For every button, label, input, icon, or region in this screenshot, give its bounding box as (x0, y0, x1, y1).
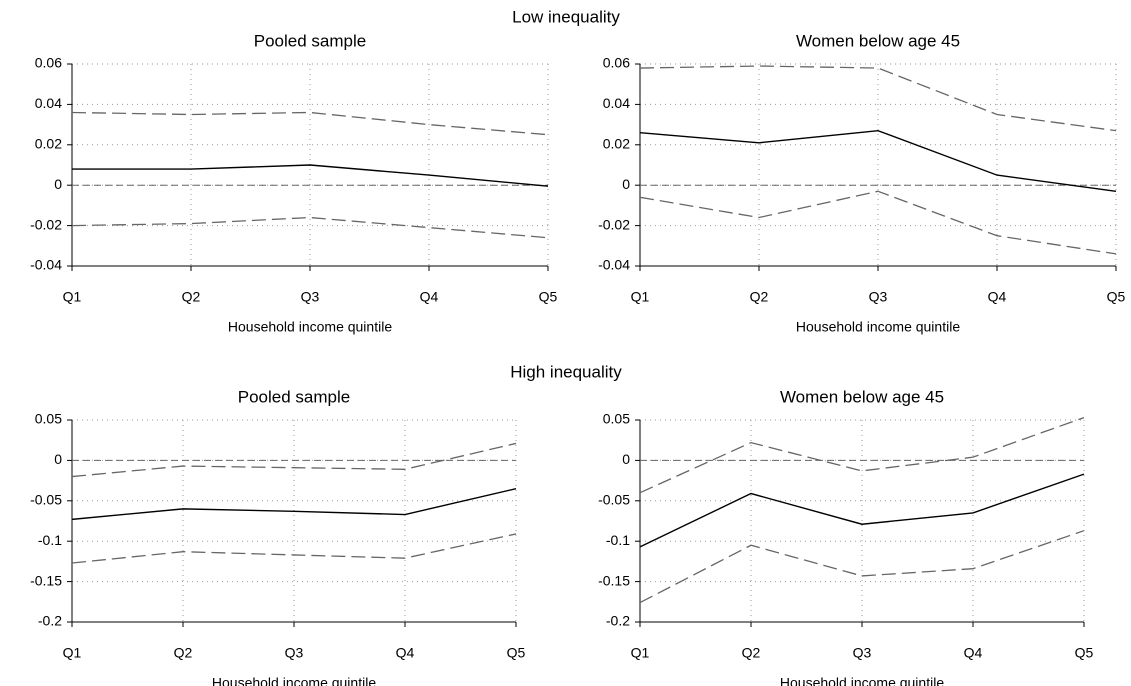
y-tick-label: 0.05 (35, 411, 62, 427)
panel-title: Pooled sample (254, 31, 366, 50)
estimate-line (71, 487, 517, 521)
y-tick-label: 0 (54, 176, 62, 192)
y-tick-label: 0.02 (35, 136, 62, 152)
estimate-line (72, 164, 549, 187)
y-tick-label: -0.1 (606, 532, 630, 548)
y-tick-label: -0.2 (606, 613, 630, 629)
x-axis-label: Household income quintile (780, 675, 944, 686)
y-tick-label: -0.02 (30, 216, 62, 232)
y-tick-label: -0.05 (30, 492, 62, 508)
y-tick-label: -0.15 (30, 572, 62, 588)
x-tick-label: Q1 (63, 645, 82, 661)
y-tick-label: 0.04 (35, 95, 62, 111)
estimate-line (639, 129, 1117, 192)
x-tick-label: Q5 (507, 645, 526, 661)
y-tick-label: 0.06 (35, 55, 62, 71)
panel-title: Women below age 45 (780, 387, 944, 406)
section-title: Low inequality (512, 7, 620, 26)
y-tick-label: -0.04 (30, 257, 62, 273)
x-tick-label: Q1 (63, 289, 82, 305)
confidence-line (71, 533, 517, 564)
x-tick-label: Q5 (1107, 289, 1126, 305)
x-tick-label: Q3 (853, 645, 872, 661)
confidence-line (639, 416, 1085, 494)
y-tick-label: -0.15 (598, 572, 630, 588)
y-tick-label: -0.05 (598, 492, 630, 508)
x-tick-label: Q2 (174, 645, 193, 661)
x-axis-label: Household income quintile (212, 675, 376, 686)
x-tick-label: Q1 (631, 289, 650, 305)
panel-title: Pooled sample (238, 387, 350, 406)
y-tick-label: 0 (54, 451, 62, 467)
x-tick-label: Q4 (988, 289, 1007, 305)
y-tick-label: -0.02 (598, 216, 630, 232)
confidence-line (639, 65, 1117, 132)
panel-title: Women below age 45 (796, 31, 960, 50)
y-tick-label: 0 (622, 176, 630, 192)
x-tick-label: Q4 (396, 645, 415, 661)
x-axis-label: Household income quintile (796, 319, 960, 335)
section-title: High inequality (510, 362, 622, 381)
x-tick-label: Q3 (285, 645, 304, 661)
x-tick-label: Q5 (1075, 645, 1094, 661)
confidence-line (639, 530, 1085, 604)
x-tick-label: Q2 (742, 645, 761, 661)
confidence-line (71, 442, 517, 478)
y-tick-label: 0.02 (603, 136, 630, 152)
x-tick-label: Q2 (750, 289, 769, 305)
confidence-line (71, 111, 549, 136)
y-tick-label: -0.04 (598, 257, 630, 273)
x-tick-label: Q1 (631, 645, 650, 661)
x-tick-label: Q5 (539, 289, 558, 305)
x-tick-label: Q4 (420, 289, 439, 305)
y-tick-label: -0.1 (38, 532, 62, 548)
y-tick-label: 0.05 (603, 411, 630, 427)
estimate-line (639, 473, 1085, 548)
x-tick-label: Q4 (964, 645, 983, 661)
y-tick-label: 0 (622, 451, 630, 467)
x-tick-label: Q3 (301, 289, 320, 305)
x-tick-label: Q2 (182, 289, 201, 305)
x-tick-label: Q3 (869, 289, 888, 305)
y-tick-label: 0.06 (603, 55, 630, 71)
y-tick-label: 0.04 (603, 95, 630, 111)
y-tick-label: -0.2 (38, 613, 62, 629)
confidence-line (639, 190, 1117, 255)
x-axis-label: Household income quintile (228, 319, 392, 335)
